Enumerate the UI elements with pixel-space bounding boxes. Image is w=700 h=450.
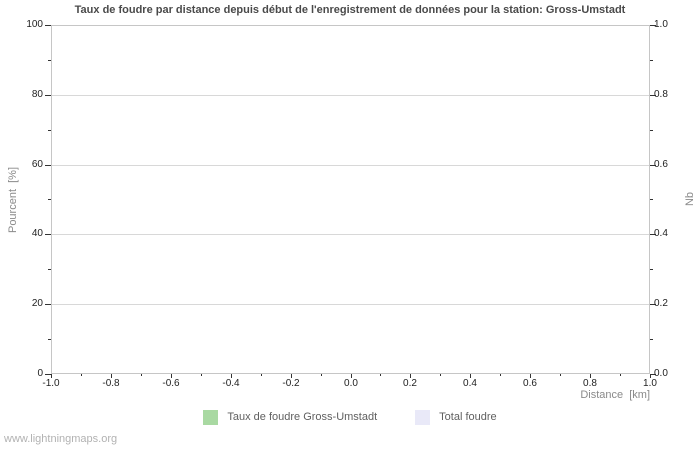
y-right-minor-tick [650,199,653,200]
x-minor-tick [500,374,501,376]
y-left-minor-tick [48,339,51,340]
x-minor-tick [261,374,262,376]
x-tick [351,374,352,378]
x-minor-tick [560,374,561,376]
x-tick [171,374,172,378]
legend: Taux de foudre Gross-Umstadt Total foudre [0,408,700,426]
y-right-tick [650,304,656,305]
x-tick-label: -0.2 [282,378,300,389]
y-right-minor-tick [650,269,653,270]
y-left-tick-label: 80 [31,89,43,100]
x-tick-label: 0.4 [463,378,477,389]
x-tick-label: 0.6 [523,378,537,389]
gridline [52,234,649,235]
y-right-tick [650,165,656,166]
y-right-tick [650,95,656,96]
y-left-tick [45,234,51,235]
y-right-tick [650,234,656,235]
x-tick [51,374,52,378]
y-right-tick-label: 1.0 [654,19,668,30]
x-tick-label: -0.8 [102,378,120,389]
y-left-tick [45,25,51,26]
y-right-tick-label: 0.8 [654,89,668,100]
y-left-tick-label: 100 [26,19,43,30]
x-tick [291,374,292,378]
x-minor-tick [380,374,381,376]
x-tick [470,374,471,378]
y-left-tick [45,304,51,305]
x-minor-tick [141,374,142,376]
legend-label: Total foudre [439,411,497,423]
gridline [52,165,649,166]
watermark: www.lightningmaps.org [4,433,118,445]
y-left-minor-tick [48,60,51,61]
x-tick [530,374,531,378]
y-right-tick-label: 0.2 [654,298,668,309]
x-tick [111,374,112,378]
legend-label: Taux de foudre Gross-Umstadt [227,411,378,423]
x-tick-label: 0.2 [403,378,417,389]
y-left-tick [45,165,51,166]
x-axis-label: Distance [km] [580,389,650,401]
plot-area [51,25,650,374]
y-right-minor-tick [650,130,653,131]
y-left-tick-label: 40 [31,228,43,239]
x-tick-label: 1.0 [643,378,657,389]
y-right-minor-tick [650,339,653,340]
x-tick-label: 0.8 [583,378,597,389]
legend-item: Total foudre [415,409,497,425]
gridline [52,95,649,96]
y-left-tick [45,95,51,96]
x-minor-tick [321,374,322,376]
y-right-tick-label: 0.6 [654,159,668,170]
x-tick-label: -0.4 [222,378,240,389]
y-right-tick-label: 0.0 [654,368,668,379]
x-tick [410,374,411,378]
x-tick-label: 0.0 [344,378,358,389]
y-left-tick-label: 60 [31,159,43,170]
x-tick [650,374,651,378]
legend-swatch-icon [415,409,431,425]
y-axis-label-left: Pourcent [%] [7,166,19,234]
y-left-minor-tick [48,199,51,200]
gridline [52,304,649,305]
y-axis-label-right: Nb [684,191,696,207]
chart-title: Taux de foudre par distance depuis début… [74,4,626,16]
y-right-minor-tick [650,60,653,61]
x-minor-tick [440,374,441,376]
x-minor-tick [201,374,202,376]
x-tick [590,374,591,378]
legend-item: Taux de foudre Gross-Umstadt [203,409,378,425]
y-right-tick [650,374,656,375]
y-left-minor-tick [48,269,51,270]
x-tick-label: -1.0 [42,378,60,389]
x-minor-tick [620,374,621,376]
y-right-tick [650,25,656,26]
x-minor-tick [81,374,82,376]
y-left-minor-tick [48,130,51,131]
y-left-tick [45,374,51,375]
y-left-tick-label: 0 [37,368,43,379]
y-left-tick-label: 20 [31,298,43,309]
legend-swatch-icon [203,409,219,425]
x-tick-label: -0.6 [162,378,180,389]
y-right-tick-label: 0.4 [654,228,668,239]
x-tick [231,374,232,378]
